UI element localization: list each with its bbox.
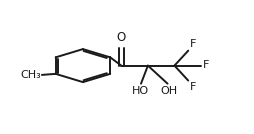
Text: F: F [190, 82, 197, 92]
Text: F: F [190, 39, 197, 49]
Text: OH: OH [160, 86, 177, 96]
Text: CH₃: CH₃ [20, 70, 41, 80]
Text: HO: HO [132, 86, 149, 96]
Text: O: O [117, 31, 126, 44]
Text: F: F [203, 60, 209, 70]
